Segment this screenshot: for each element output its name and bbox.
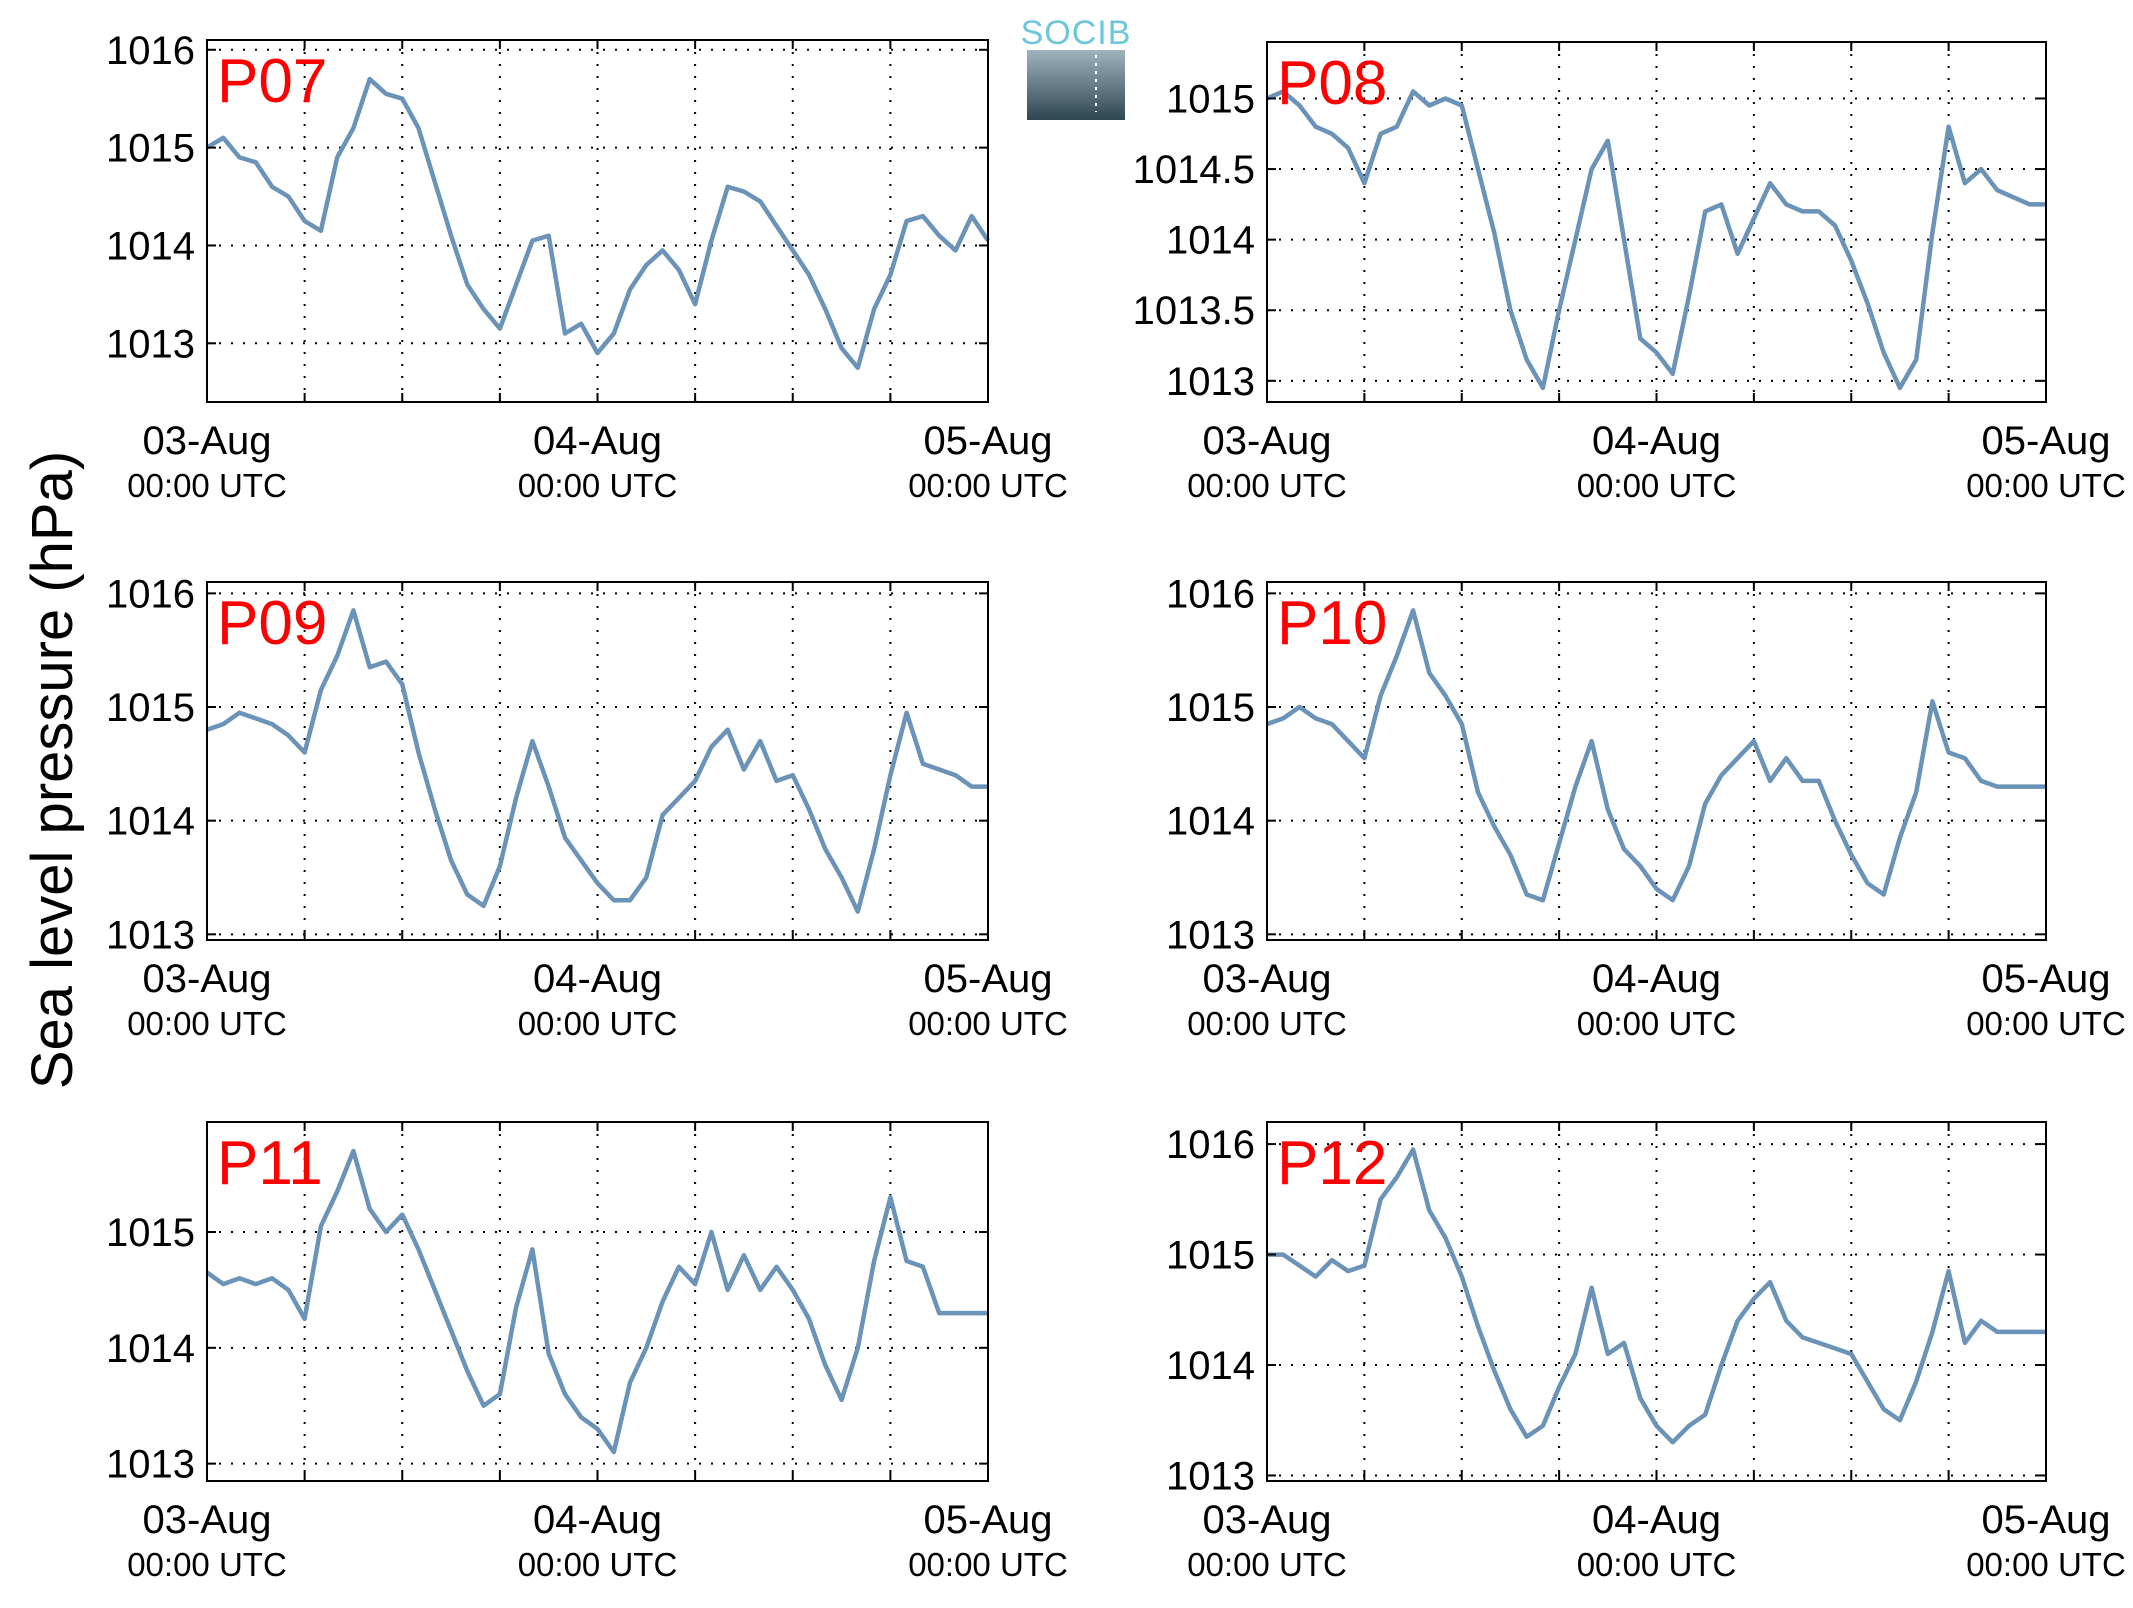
- x-tick-date-label: 04-Aug: [533, 957, 662, 1001]
- y-tick-label: 1013: [106, 1443, 195, 1487]
- x-tick-date-label: 04-Aug: [533, 1498, 662, 1542]
- y-tick-label: 1015: [1166, 77, 1255, 121]
- panel-label: P09: [217, 589, 327, 658]
- x-tick-time-label: 00:00 UTC: [1187, 467, 1347, 504]
- pressure-series-line: [1267, 1147, 2046, 1445]
- x-tick-date-label: 05-Aug: [1982, 419, 2111, 463]
- x-tick-date-label: 03-Aug: [143, 419, 272, 463]
- y-tick-label: 1015: [1166, 1234, 1255, 1278]
- y-tick-label: 1013: [106, 913, 195, 957]
- pressure-series-line: [205, 1148, 988, 1455]
- x-tick-date-label: 05-Aug: [924, 1498, 1053, 1542]
- x-tick-date-label: 04-Aug: [1592, 957, 1721, 1001]
- x-tick-date-label: 05-Aug: [1982, 1498, 2111, 1542]
- x-tick-time-label: 00:00 UTC: [1187, 1005, 1347, 1042]
- pressure-series-line: [205, 76, 990, 371]
- y-tick-label: 1016: [1166, 572, 1255, 616]
- y-tick-label: 1015: [1166, 686, 1255, 730]
- panel-label: P07: [217, 47, 327, 116]
- y-tick-label: 1013: [106, 322, 195, 366]
- y-tick-label: 1013: [1166, 360, 1255, 404]
- x-tick-date-label: 03-Aug: [1203, 1498, 1332, 1542]
- pressure-series-line: [1266, 608, 2046, 903]
- y-tick-label: 1013: [1166, 913, 1255, 957]
- y-tick-label: 1014: [1166, 219, 1255, 263]
- x-tick-time-label: 00:00 UTC: [1577, 1546, 1737, 1583]
- y-tick-label: 1014: [106, 224, 195, 268]
- x-tick-time-label: 00:00 UTC: [127, 467, 287, 504]
- panel-p09: 1013 1014 1015 1016 03-Aug 00:00 UTC 04-Aug 00:…: [106, 572, 1068, 1042]
- y-tick-label: 1014: [106, 800, 195, 844]
- x-tick-date-label: 05-Aug: [1982, 957, 2111, 1001]
- y-axis-label: Sea level pressure (hPa): [20, 451, 85, 1089]
- logo-text: SOCIB: [1021, 14, 1132, 52]
- y-tick-label: 1016: [1166, 1123, 1255, 1167]
- y-tick-label: 1016: [106, 572, 195, 616]
- socib-logo: SOCIB: [1021, 14, 1132, 120]
- x-tick-date-label: 03-Aug: [143, 1498, 272, 1542]
- x-tick-time-label: 00:00 UTC: [518, 1005, 678, 1042]
- x-tick-time-label: 00:00 UTC: [1966, 1005, 2126, 1042]
- pressure-series-line: [1266, 89, 2046, 391]
- y-tick-label: 1015: [106, 1211, 195, 1255]
- panel-p12: 1013 1014 1015 1016 03-Aug 00:00 UTC 04-Aug 00:…: [1166, 1121, 2126, 1583]
- y-tick-label: 1015: [106, 686, 195, 730]
- x-tick-time-label: 00:00 UTC: [908, 1005, 1068, 1042]
- panel-p08: 1013 1013.5 1014 1014.5 1015 03-Aug 00:00 UTC 0…: [1133, 41, 2126, 504]
- x-tick-time-label: 00:00 UTC: [1187, 1546, 1347, 1583]
- x-tick-date-label: 03-Aug: [143, 957, 272, 1001]
- y-tick-label: 1016: [106, 29, 195, 73]
- x-tick-time-label: 00:00 UTC: [127, 1005, 287, 1042]
- panel-p11: 1013 1014 1015 03-Aug 00:00 UTC 04-Aug 00:00 U…: [106, 1121, 1068, 1583]
- x-tick-date-label: 04-Aug: [1592, 1498, 1721, 1542]
- pressure-series-line: [206, 608, 988, 914]
- x-tick-date-label: 04-Aug: [533, 419, 662, 463]
- x-tick-time-label: 00:00 UTC: [1966, 1546, 2126, 1583]
- x-tick-time-label: 00:00 UTC: [1577, 467, 1737, 504]
- y-tick-label: 1014: [1166, 800, 1255, 844]
- x-tick-time-label: 00:00 UTC: [1577, 1005, 1737, 1042]
- y-tick-label: 1013.5: [1133, 289, 1255, 333]
- x-tick-time-label: 00:00 UTC: [908, 467, 1068, 504]
- y-tick-label: 1014: [1166, 1344, 1255, 1388]
- x-tick-time-label: 00:00 UTC: [127, 1546, 287, 1583]
- x-tick-time-label: 00:00 UTC: [518, 1546, 678, 1583]
- x-tick-date-label: 04-Aug: [1592, 419, 1721, 463]
- panel-label: P11: [217, 1129, 323, 1198]
- x-tick-date-label: 05-Aug: [924, 957, 1053, 1001]
- x-tick-time-label: 00:00 UTC: [518, 467, 678, 504]
- panel-p07: 1013 1014 1015 1016 03-Aug 00:00 UTC 04-Aug 00:…: [106, 29, 1068, 504]
- panel-p10: 1013 1014 1015 1016 03-Aug 00:00 UTC 04-Aug 00:…: [1166, 572, 2126, 1042]
- x-tick-time-label: 00:00 UTC: [908, 1546, 1068, 1583]
- x-tick-date-label: 05-Aug: [924, 419, 1053, 463]
- x-tick-date-label: 03-Aug: [1203, 419, 1332, 463]
- panel-label: P10: [1277, 589, 1387, 658]
- y-tick-label: 1013: [1166, 1454, 1255, 1498]
- x-tick-time-label: 00:00 UTC: [1966, 467, 2126, 504]
- y-tick-label: 1015: [106, 127, 195, 171]
- panel-label: P08: [1277, 49, 1387, 118]
- y-tick-label: 1014.5: [1133, 148, 1255, 192]
- panel-label: P12: [1277, 1129, 1387, 1198]
- x-tick-date-label: 03-Aug: [1203, 957, 1332, 1001]
- y-tick-label: 1014: [106, 1327, 195, 1371]
